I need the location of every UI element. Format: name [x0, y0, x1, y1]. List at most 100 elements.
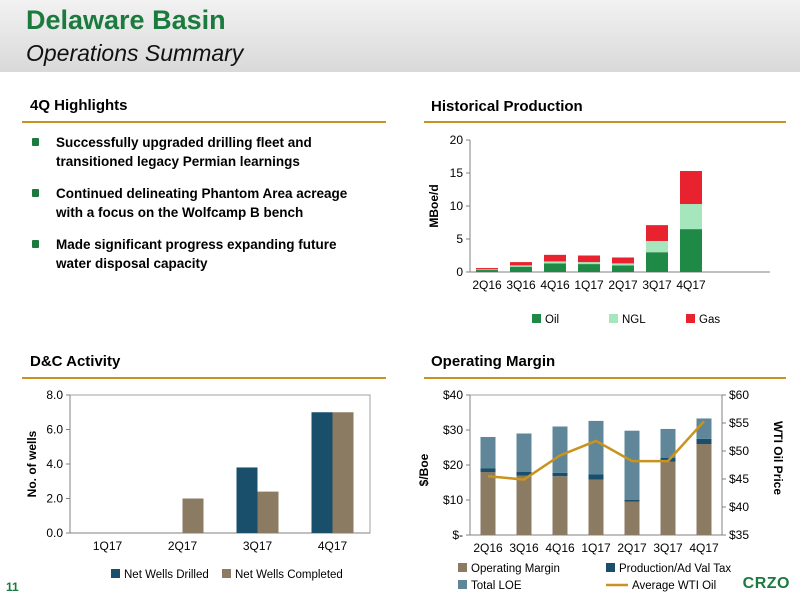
legend-swatch	[222, 569, 231, 578]
y-tick-label: 10	[450, 199, 464, 213]
bar-oil	[646, 252, 668, 272]
bar-operating-margin	[552, 476, 568, 535]
y2-tick-label: $45	[729, 472, 749, 486]
bullet-square-icon	[32, 138, 39, 146]
bullet-square-icon	[32, 240, 39, 248]
y-tick-label: $40	[443, 388, 463, 402]
bar-gas	[612, 257, 634, 264]
legend-swatch	[458, 563, 467, 572]
x-tick-label: 2Q16	[473, 541, 503, 555]
bar-net-wells-drilled	[311, 412, 333, 533]
line-average-wti-oil	[487, 420, 705, 481]
y-tick-label: 4.0	[46, 457, 63, 471]
y-tick-label: 6.0	[46, 423, 63, 437]
dc-rule	[22, 377, 386, 379]
highlight-item: Successfully upgraded drilling fleet and…	[30, 133, 370, 171]
bar-production-ad-val-tax	[696, 438, 712, 444]
bar-net-wells-completed	[182, 498, 204, 533]
margin-heading: Operating Margin	[431, 353, 556, 370]
bar-ngl	[544, 261, 566, 264]
page-subtitle: Operations Summary	[26, 40, 244, 66]
x-tick-label: 3Q17	[243, 539, 273, 553]
y-tick-label: 15	[450, 166, 464, 180]
bar-oil	[476, 270, 498, 272]
x-tick-label: 4Q17	[689, 541, 719, 555]
production-heading: Historical Production	[431, 98, 583, 115]
bar-operating-margin	[516, 475, 532, 535]
bar-net-wells-completed	[257, 491, 279, 533]
y-tick-label: 0.0	[46, 526, 63, 540]
x-tick-label: 4Q17	[318, 539, 348, 553]
y2-tick-label: $40	[729, 500, 749, 514]
bar-operating-margin	[588, 479, 604, 535]
highlight-text: Continued delineating Phantom Area acrea…	[56, 186, 348, 220]
dc-heading: D&C Activity	[30, 353, 121, 370]
legend-label: Oil	[545, 314, 559, 326]
highlight-item: Made significant progress expanding futu…	[30, 235, 370, 273]
highlights-rule	[22, 121, 386, 123]
bar-net-wells-drilled	[236, 467, 258, 533]
bar-total-loe	[624, 430, 640, 500]
bar-operating-margin	[696, 444, 712, 535]
x-tick-label: 2Q17	[168, 539, 198, 553]
legend-label: Average WTI Oil	[632, 580, 716, 592]
x-tick-label: 1Q17	[574, 278, 604, 292]
legend-label: Gas	[699, 314, 720, 326]
bar-production-ad-val-tax	[624, 500, 640, 502]
bar-ngl	[680, 204, 702, 230]
highlight-text: Successfully upgraded drilling fleet and…	[56, 135, 312, 169]
highlights-heading: 4Q Highlights	[30, 97, 128, 114]
x-tick-label: 1Q17	[581, 541, 611, 555]
legend-swatch	[686, 314, 695, 323]
legend-swatch	[606, 563, 615, 572]
y-tick-label: 20	[450, 133, 464, 147]
x-tick-label: 2Q17	[617, 541, 647, 555]
y-tick-label: 5	[456, 232, 463, 246]
legend-label: Net Wells Drilled	[124, 569, 209, 581]
bar-ngl	[510, 265, 532, 267]
bar-total-loe	[516, 433, 532, 472]
bar-gas	[510, 262, 532, 266]
y-tick-label: 8.0	[46, 388, 63, 402]
x-tick-label: 2Q17	[608, 278, 638, 292]
bar-production-ad-val-tax	[552, 472, 568, 477]
bar-oil	[680, 229, 702, 272]
y2-tick-label: $35	[729, 528, 749, 542]
bar-oil	[612, 265, 634, 272]
legend-label: NGL	[622, 314, 646, 326]
x-tick-label: 2Q16	[472, 278, 502, 292]
bar-oil	[510, 266, 532, 272]
x-tick-label: 3Q17	[653, 541, 683, 555]
highlight-text: Made significant progress expanding futu…	[56, 237, 337, 271]
legend-label: Operating Margin	[471, 563, 560, 575]
x-tick-label: 4Q16	[540, 278, 570, 292]
bar-ngl	[476, 269, 498, 271]
y2-tick-label: $50	[729, 444, 749, 458]
bar-gas	[476, 268, 498, 270]
bar-ngl	[646, 240, 668, 253]
x-tick-label: 3Q17	[642, 278, 672, 292]
margin-rule	[424, 377, 786, 379]
bar-ngl	[612, 263, 634, 266]
highlight-item: Continued delineating Phantom Area acrea…	[30, 184, 370, 222]
bar-total-loe	[696, 418, 712, 439]
x-tick-label: 3Q16	[509, 541, 539, 555]
y-axis-label: No. of wells	[25, 430, 39, 497]
x-tick-label: 4Q16	[545, 541, 575, 555]
legend-swatch	[458, 580, 467, 589]
y-tick-label: 0	[456, 265, 463, 279]
y-tick-label: $-	[452, 528, 463, 542]
company-logo: CRZO	[742, 575, 790, 592]
bar-gas	[578, 255, 600, 263]
bar-operating-margin	[624, 501, 640, 535]
y-axis-label: MBoe/d	[427, 184, 441, 227]
page-number: 11	[6, 580, 19, 594]
x-tick-label: 1Q17	[93, 539, 123, 553]
bar-ngl	[578, 262, 600, 265]
bullet-square-icon	[32, 189, 39, 197]
bar-production-ad-val-tax	[516, 472, 532, 476]
bar-gas	[544, 254, 566, 262]
legend-swatch	[609, 314, 618, 323]
legend-label: Production/Ad Val Tax	[619, 563, 731, 575]
